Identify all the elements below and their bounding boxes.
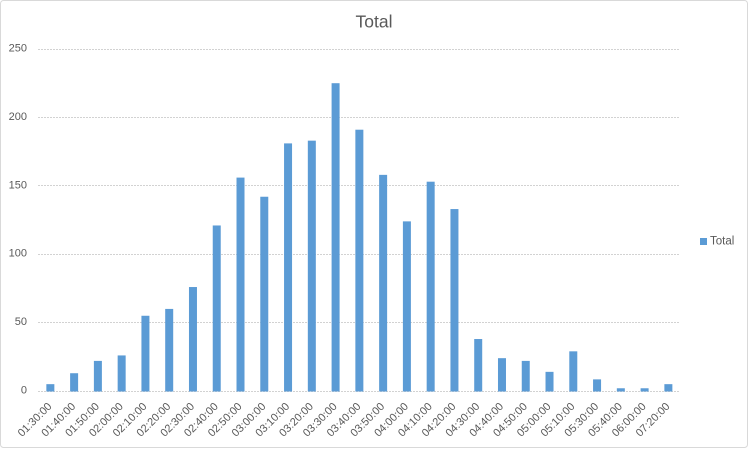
svg-text:0: 0 (21, 385, 27, 397)
svg-text:50: 50 (15, 316, 27, 328)
svg-text:Total: Total (710, 236, 734, 248)
svg-text:150: 150 (9, 179, 27, 191)
svg-text:200: 200 (9, 111, 27, 123)
svg-text:100: 100 (9, 248, 27, 260)
svg-text:Total: Total (356, 12, 393, 32)
svg-text:250: 250 (9, 43, 27, 55)
